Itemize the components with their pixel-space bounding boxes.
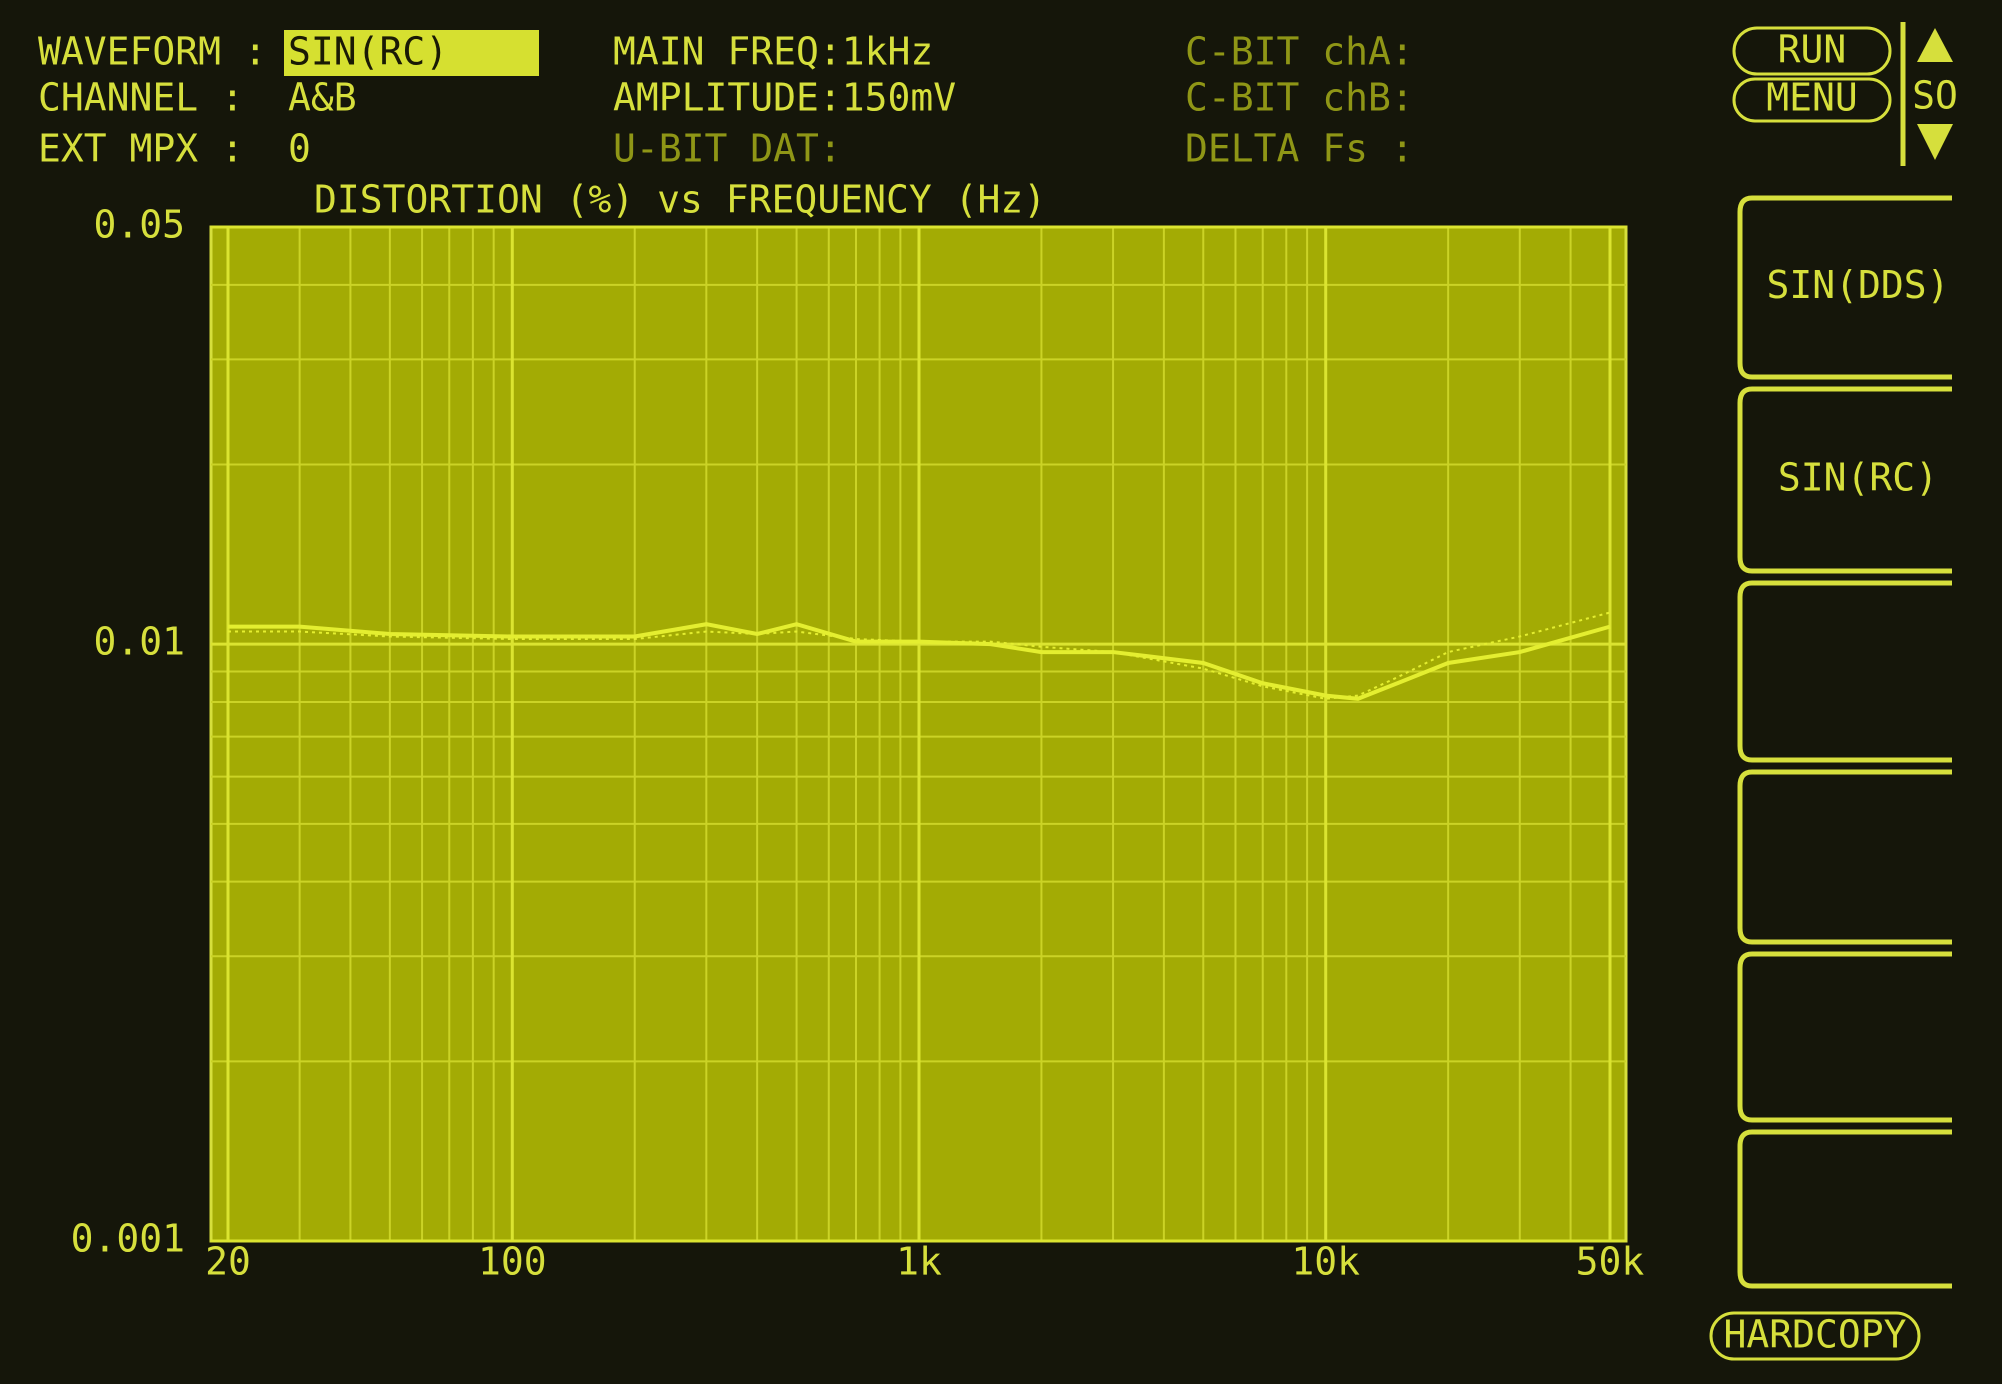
field-value: SIN(RC) (288, 30, 448, 74)
x-tick-label: 100 (478, 1240, 547, 1284)
status-text: C-BIT chB: (1185, 76, 1414, 120)
scroll-label: SO (1912, 74, 1958, 118)
softkey[interactable] (1737, 386, 1952, 574)
scroll-down[interactable] (1917, 124, 1953, 160)
softkey[interactable] (1737, 195, 1952, 380)
run-label[interactable]: RUN (1778, 28, 1847, 72)
y-tick-label: 0.05 (93, 203, 185, 247)
status-text: DELTA Fs : (1185, 127, 1414, 171)
softkey[interactable] (1737, 951, 1952, 1123)
hardcopy-label[interactable]: HARDCOPY (1723, 1313, 1906, 1357)
x-tick-label: 1k (896, 1240, 942, 1284)
status-text: U-BIT DAT: (613, 127, 842, 171)
field-value: A&B (288, 76, 357, 120)
field-label: EXT MPX : (38, 127, 244, 171)
field-label: WAVEFORM : (38, 30, 267, 74)
x-tick-label: 10k (1291, 1240, 1360, 1284)
softkey-label[interactable]: SIN(RC) (1778, 456, 1938, 500)
softkey[interactable] (1737, 580, 1952, 763)
run-button[interactable] (1732, 26, 1892, 76)
softkey-label[interactable]: SIN(DDS) (1766, 263, 1949, 307)
softkey[interactable] (1737, 1129, 1952, 1289)
field-value: 0 (288, 127, 311, 171)
menu-label[interactable]: MENU (1766, 76, 1858, 120)
menu-button[interactable] (1732, 77, 1892, 123)
status-text: MAIN FREQ:1kHz (613, 30, 933, 74)
waveform-highlight (284, 30, 539, 76)
chart-title: DISTORTION (%) vs FREQUENCY (Hz) (314, 178, 1046, 222)
data-line (228, 622, 1611, 701)
x-tick-label: 20 (205, 1240, 251, 1284)
y-tick-label: 0.001 (71, 1217, 185, 1261)
hardcopy-button[interactable] (1709, 1311, 1921, 1361)
scroll-up[interactable] (1917, 28, 1953, 62)
status-text: AMPLITUDE:150mV (613, 76, 956, 120)
status-text: C-BIT chA: (1185, 30, 1414, 74)
y-tick-label: 0.01 (93, 620, 185, 664)
field-label: CHANNEL : (38, 76, 244, 120)
x-tick-label: 50k (1576, 1240, 1645, 1284)
data-line (228, 611, 1611, 700)
softkey[interactable] (1737, 769, 1952, 945)
